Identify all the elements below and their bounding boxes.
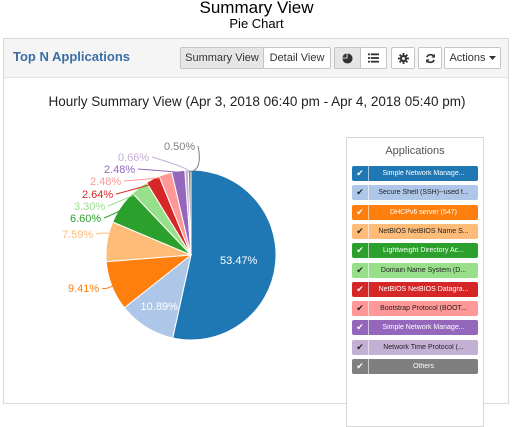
slice-label: 53.47% xyxy=(220,255,258,267)
check-icon: ✔ xyxy=(352,339,369,355)
legend-item[interactable]: ✔ Simple Network Manage... xyxy=(352,320,478,336)
check-icon: ✔ xyxy=(352,185,369,201)
legend-item[interactable]: ✔ Simple Network Manage... xyxy=(352,166,478,181)
slice-label: 2.64% xyxy=(82,189,113,201)
summary-view-button[interactable]: Summary View xyxy=(180,47,264,69)
pie-chart: 53.47%10.89%9.41%7.59%6.60%3.30%2.64%2.4… xyxy=(62,141,277,341)
refresh-button[interactable] xyxy=(418,47,442,69)
caret-down-icon xyxy=(488,56,496,60)
legend-item[interactable]: ✔ Bootstrap Protocol (BOOT... xyxy=(352,301,478,317)
detail-view-label: Detail View xyxy=(269,52,325,64)
chart-title: Hourly Summary View (Apr 3, 2018 06:40 p… xyxy=(48,94,466,109)
legend-item[interactable]: ✔ NetBIOS NetBIOS Datagra... xyxy=(352,281,478,297)
legend-item[interactable]: ✔ Others xyxy=(352,359,478,374)
panel-title: Top N Applications xyxy=(13,49,130,64)
refresh-icon xyxy=(425,53,435,63)
label-leader-line xyxy=(115,180,158,195)
list-view-button[interactable] xyxy=(360,47,387,69)
settings-button[interactable] xyxy=(391,47,415,69)
label-leader-line xyxy=(101,284,114,290)
label-leader-line xyxy=(103,207,125,219)
slice-label: 0.50% xyxy=(164,141,195,153)
check-icon: ✔ xyxy=(352,281,369,297)
check-icon: ✔ xyxy=(352,359,369,374)
check-icon: ✔ xyxy=(352,320,369,336)
legend-item[interactable]: ✔ Lightweight Directory Ac... xyxy=(352,243,478,259)
label-leader-line xyxy=(151,156,190,173)
slice-label: 0.66% xyxy=(118,152,149,164)
legend-item[interactable]: ✔ Secure Shell (SSH)--used f... xyxy=(352,185,478,201)
actions-dropdown[interactable]: Actions xyxy=(444,47,501,69)
legend-item[interactable]: ✔ Domain Name System (D... xyxy=(352,262,478,278)
slice-label: 3.30% xyxy=(74,201,105,213)
summary-view-label: Summary View xyxy=(185,52,259,64)
panel-header: Top N Applications Summary View Detail V… xyxy=(4,39,508,78)
label-leader-line xyxy=(107,188,144,207)
slice-label: 2.48% xyxy=(90,176,121,188)
check-icon: ✔ xyxy=(352,301,369,317)
legend-item[interactable]: ✔ Network Time Protocol (... xyxy=(352,339,478,355)
slice-label: 6.60% xyxy=(70,213,101,225)
label-leader-line xyxy=(189,145,200,173)
page-title: Summary View xyxy=(199,0,314,17)
top-n-applications-panel: Top N Applications Summary View Detail V… xyxy=(3,38,509,427)
detail-view-button[interactable]: Detail View xyxy=(263,47,331,69)
legend-title: Applications xyxy=(385,145,445,157)
slice-label: 9.41% xyxy=(68,283,99,295)
legend-item[interactable]: ✔ DHCPv6 server (547) xyxy=(352,204,478,220)
label-leader-line xyxy=(95,232,113,243)
pie-chart-icon xyxy=(342,52,353,64)
check-icon: ✔ xyxy=(352,223,369,239)
check-icon: ✔ xyxy=(352,204,369,220)
slice-label: 7.59% xyxy=(62,229,93,241)
page-subtitle: Pie Chart xyxy=(229,16,284,31)
slice-label: 10.89% xyxy=(141,301,179,313)
check-icon: ✔ xyxy=(352,243,369,259)
check-icon: ✔ xyxy=(352,262,369,278)
list-icon xyxy=(368,53,379,63)
check-icon: ✔ xyxy=(352,166,369,181)
actions-label: Actions xyxy=(449,52,486,64)
label-leader-line xyxy=(137,168,182,174)
slice-label: 2.48% xyxy=(104,164,135,176)
pie-slice[interactable] xyxy=(172,169,277,341)
legend-item[interactable]: ✔ NetBIOS NetBIOS Name S... xyxy=(352,223,478,239)
gear-icon xyxy=(397,52,409,64)
label-leader-line xyxy=(123,175,171,182)
chart-legend: Applications ✔ Simple Network Manage... ✔ S… xyxy=(346,137,484,427)
